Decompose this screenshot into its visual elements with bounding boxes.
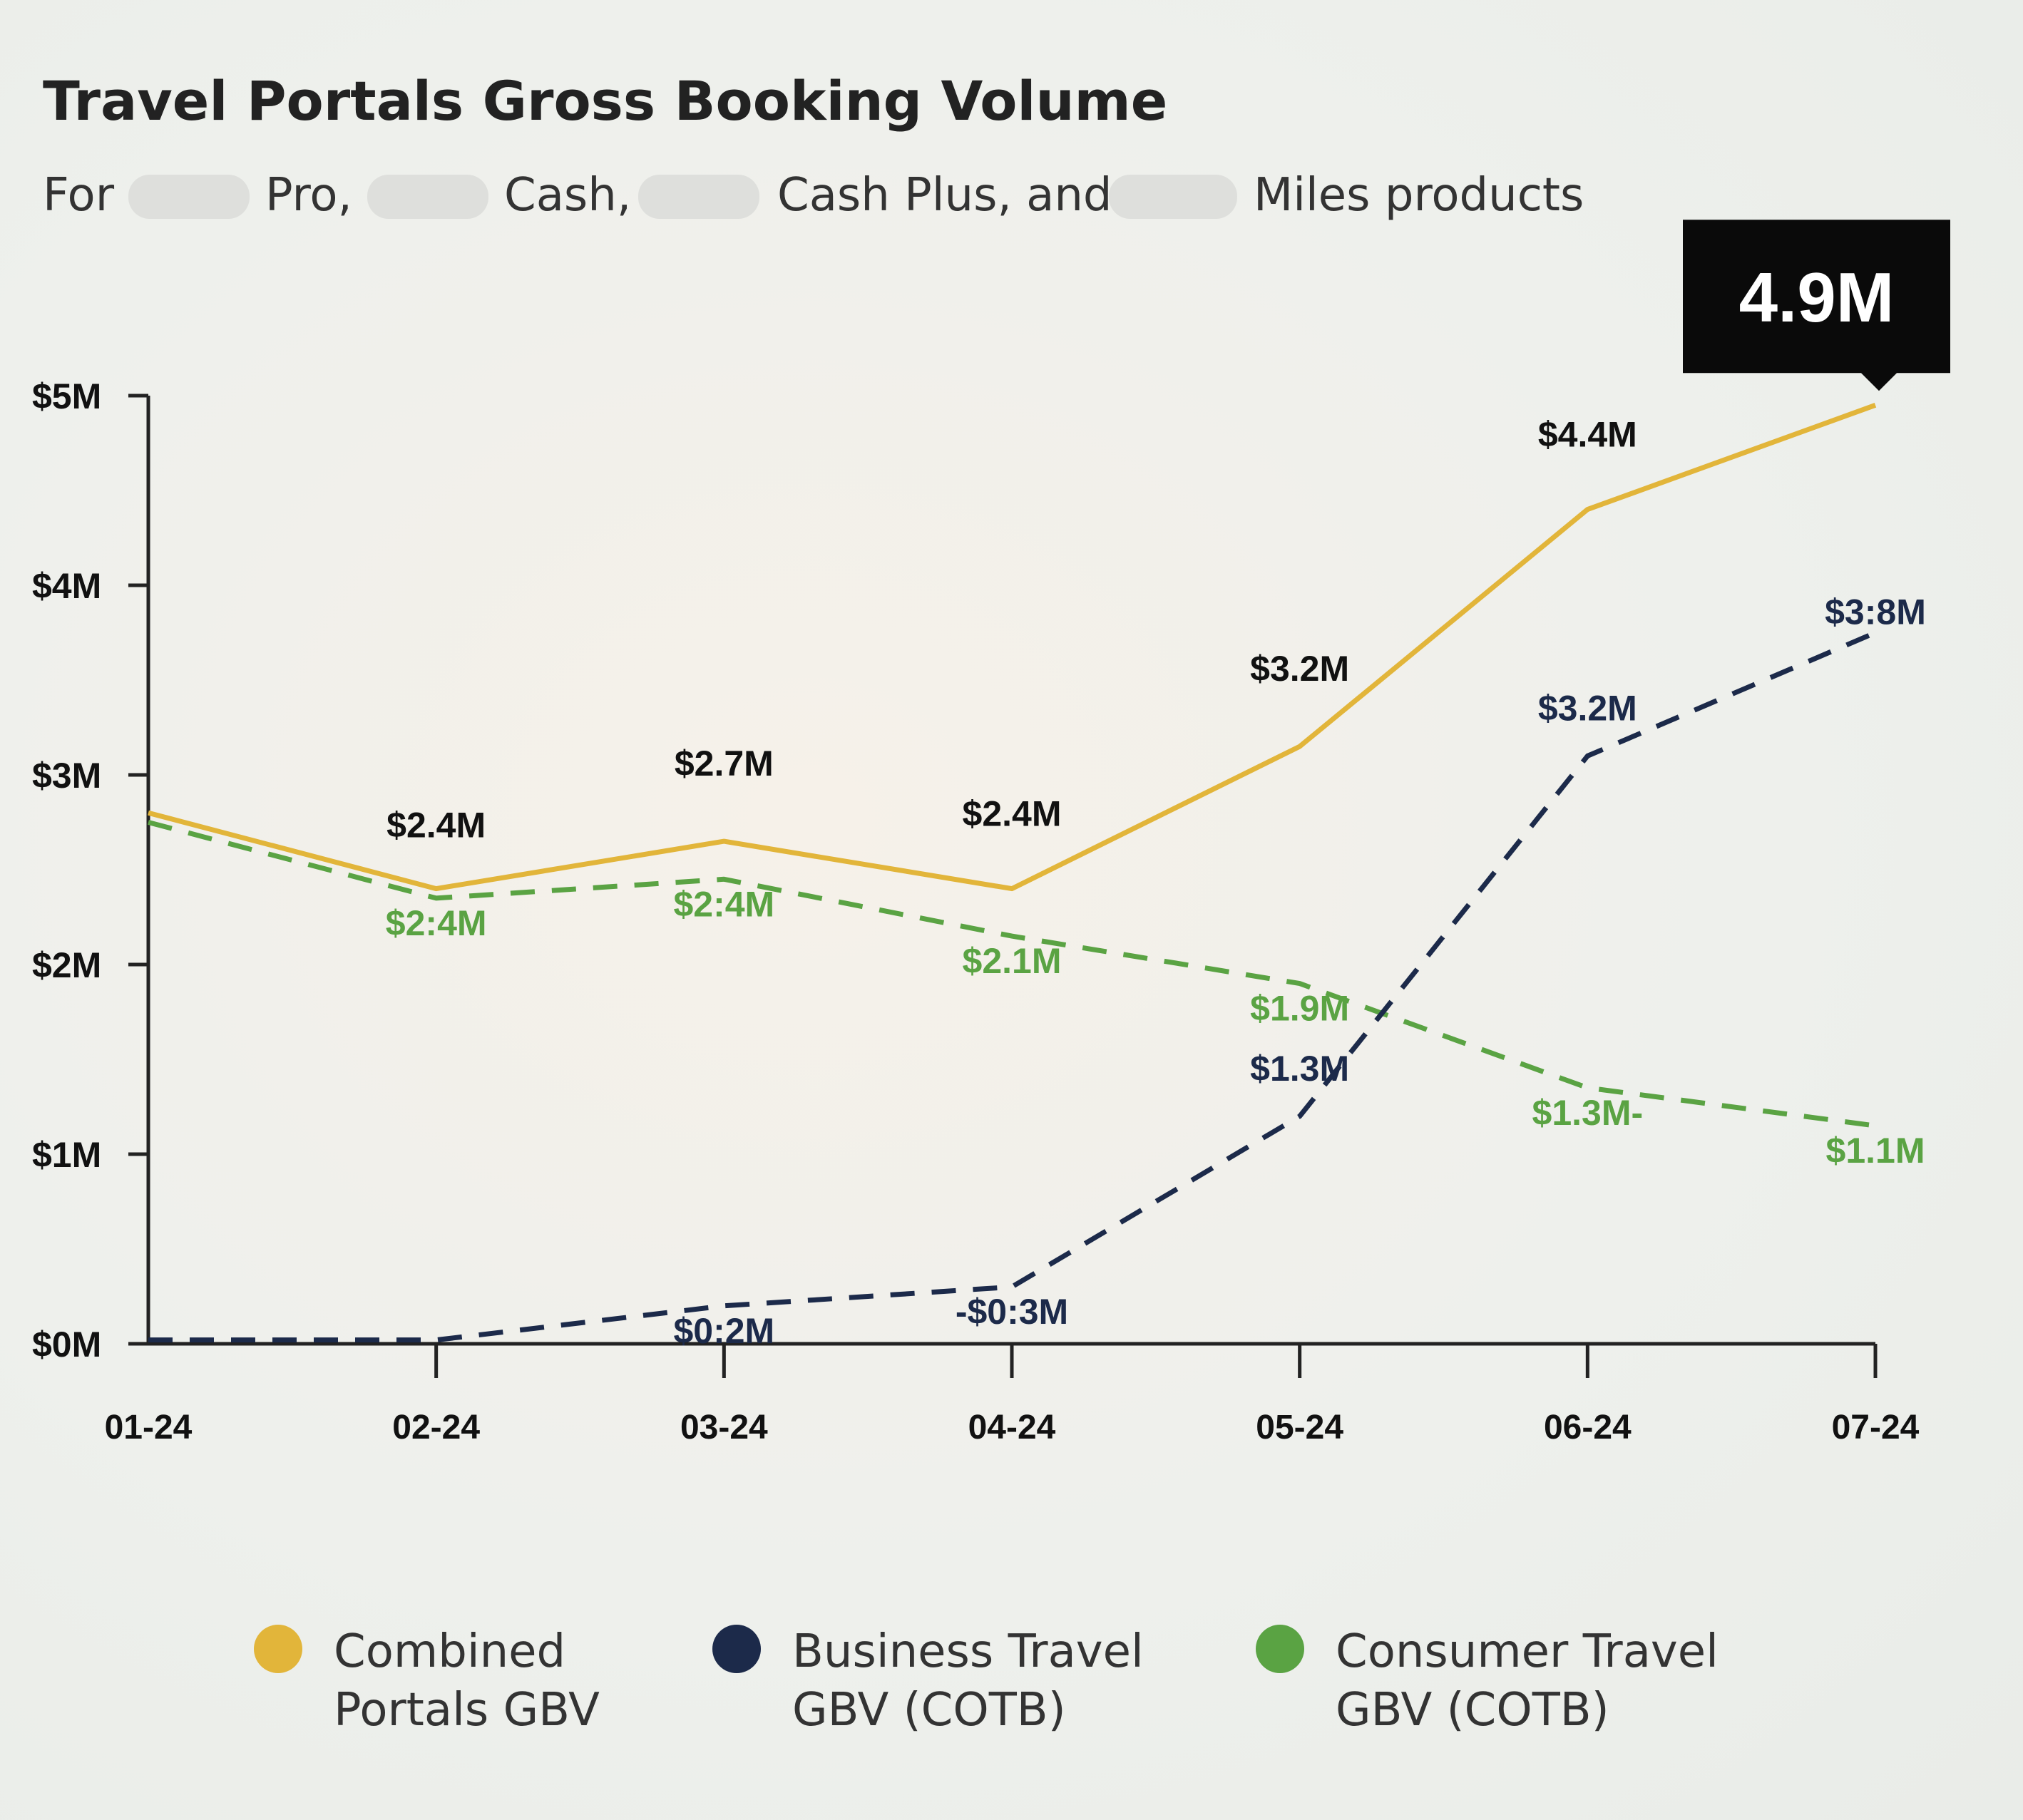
- data-label: $1.3M-: [1532, 1093, 1644, 1133]
- x-tick-label: 07-24: [1832, 1409, 1920, 1446]
- series-line-business-travel-gbv-cotb: [148, 630, 1877, 1343]
- subtitle-part: Cash,: [504, 169, 631, 222]
- y-tick-label: $2M: [32, 945, 101, 985]
- y-tick-label: $3M: [32, 756, 101, 796]
- data-label: $2.4M: [386, 806, 486, 845]
- redacted-blur: [128, 175, 250, 219]
- chart-title: Travel Portals Gross Booking Volume: [43, 69, 1167, 133]
- data-label: $2.7M: [675, 744, 774, 783]
- legend-swatch: [254, 1625, 302, 1673]
- x-tick-label: 04-24: [968, 1409, 1056, 1446]
- y-tick-label: $0M: [32, 1325, 101, 1364]
- series-layer: [148, 403, 1877, 1343]
- y-tick-label: $5M: [32, 376, 101, 416]
- subtitle-part: Miles products: [1254, 169, 1584, 222]
- data-label: $2.4M: [963, 794, 1062, 834]
- x-tick-label: 02-24: [392, 1409, 480, 1446]
- tooltip-box: [1683, 220, 1950, 391]
- legend-label: GBV (COTB): [792, 1684, 1066, 1737]
- legend-label: Combined: [334, 1625, 565, 1678]
- x-tick-label: 03-24: [680, 1409, 768, 1446]
- x-tick-label: 01-24: [105, 1409, 193, 1446]
- redacted-blur: [638, 175, 759, 219]
- data-label: $3.2M: [1538, 688, 1637, 728]
- y-tick-label: $4M: [32, 566, 101, 606]
- chart-axes: $0M $1M $2M $3M $4M $5M 01-24 02-24 03-24 04-24 05…: [32, 376, 1920, 1446]
- data-label: $3.2M: [1250, 649, 1349, 689]
- chart-legend: Combined Portals GBV Business Travel GBV (C…: [254, 1625, 1719, 1737]
- legend-label: GBV (COTB): [1336, 1684, 1609, 1737]
- x-tick-label: 06-24: [1544, 1409, 1632, 1446]
- subtitle-part: Pro,: [265, 169, 352, 222]
- data-labels: $2.4M $2.7M $2.4M $3.2M $4.4M $0:2M -$0:3M $1.3…: [386, 415, 1926, 1351]
- data-label: $2.1M: [963, 941, 1062, 981]
- subtitle-part: Cash Plus, and: [777, 169, 1112, 222]
- legend-label: Consumer Travel: [1336, 1625, 1719, 1678]
- redacted-blur: [1109, 175, 1237, 219]
- tooltip-value: 4.9M: [1739, 258, 1895, 336]
- data-label: $1.3M: [1250, 1049, 1349, 1089]
- x-tick-label: 05-24: [1256, 1409, 1343, 1446]
- y-tick-label: $1M: [32, 1135, 101, 1175]
- legend-label: Business Travel: [792, 1625, 1144, 1678]
- data-label: $2:4M: [673, 884, 774, 924]
- data-label: $0:2M: [673, 1311, 774, 1351]
- data-label: $2:4M: [386, 903, 487, 943]
- data-label: -$0:3M: [956, 1292, 1068, 1332]
- chart-subtitle: For Pro, Cash, Cash Plus, and Miles prod…: [43, 169, 1584, 222]
- redacted-blur: [367, 175, 488, 219]
- legend-label: Portals GBV: [334, 1684, 600, 1737]
- data-label: $1.9M: [1250, 989, 1349, 1029]
- series-line-consumer-travel-gbv-cotb: [148, 820, 1876, 1128]
- legend-swatch: [712, 1625, 761, 1673]
- subtitle-part: For: [43, 169, 115, 222]
- legend-swatch: [1256, 1625, 1304, 1673]
- value-tooltip: 4.9M: [1683, 220, 1950, 391]
- data-label: $1.1M: [1826, 1131, 1925, 1171]
- data-label: $4.4M: [1538, 415, 1637, 455]
- data-label: $3:8M: [1825, 592, 1926, 632]
- series-line-combined-portals-gbv: [148, 403, 1877, 892]
